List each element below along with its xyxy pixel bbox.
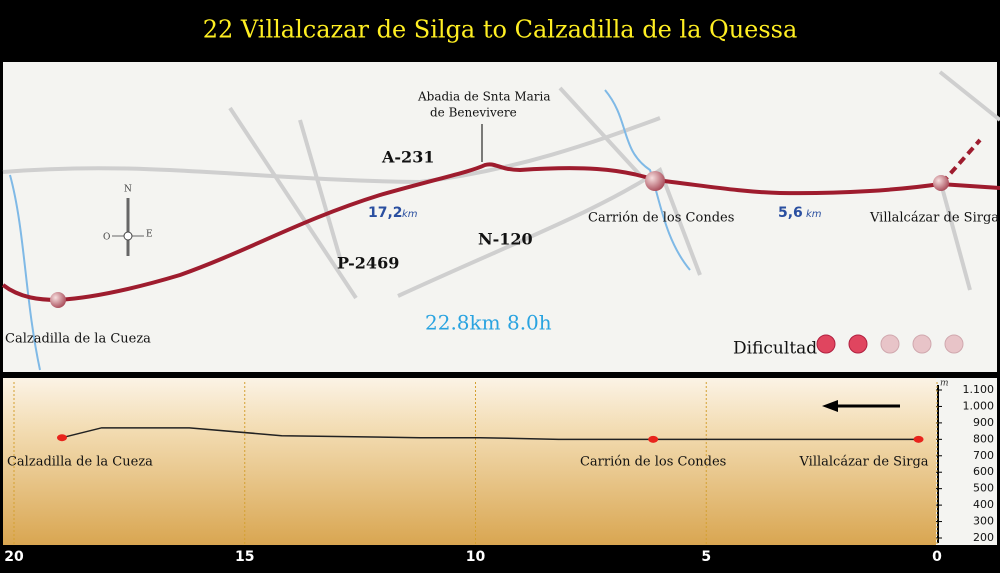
difficulty-icon [848, 334, 868, 354]
difficulty-label: Dificultad [733, 339, 817, 359]
y-tick-label: 400 [973, 498, 994, 511]
x-tick-label: 10 [466, 549, 486, 565]
distance-unit: km [806, 209, 822, 220]
place-label: Carrión de los Condes [580, 455, 726, 470]
route-continuation [940, 138, 982, 185]
x-tick-label: 15 [235, 549, 254, 565]
y-tick-label: 500 [973, 482, 994, 495]
landmark-label: de Benevivere [430, 106, 517, 120]
profile-area [3, 378, 936, 545]
town-label: Calzadilla de la Cueza [5, 332, 151, 347]
landmark-label: Abadia de Snta Maria [417, 90, 551, 104]
title-bar [0, 0, 1000, 60]
town-label: Carrión de los Condes [588, 211, 734, 226]
y-tick-label: 1.000 [963, 399, 995, 412]
y-tick-label: 600 [973, 465, 994, 478]
compass-label: E [146, 230, 153, 240]
roads [2, 70, 1000, 300]
direction-arrow [822, 400, 838, 412]
town-label: Villalcázar de Sirga [869, 211, 999, 226]
y-tick-label: 300 [973, 515, 994, 528]
town-marker [933, 175, 949, 191]
x-tick-label: 20 [4, 549, 24, 565]
map-area [3, 62, 997, 372]
place-marker [913, 435, 924, 443]
route [1, 162, 1000, 303]
y-tick-label: 1.100 [963, 383, 995, 396]
road-label: A-231 [381, 148, 434, 167]
y-tick-label: 700 [973, 449, 994, 462]
compass-label: N [124, 185, 132, 195]
compass-label: O [103, 233, 110, 243]
y-unit: m [940, 379, 949, 389]
elevation-line [61, 427, 919, 441]
distance-unit: km [402, 209, 418, 220]
road-label: N-120 [478, 230, 533, 249]
y-tick-label: 800 [973, 432, 994, 445]
place-marker [56, 434, 67, 442]
x-tick-label: 5 [701, 549, 711, 565]
distance: 17,2 [368, 205, 403, 221]
difficulty-icons [816, 334, 964, 354]
x-tick-label: 0 [932, 549, 942, 565]
road-label: P-2469 [337, 254, 399, 273]
distance: 5,6 [778, 205, 803, 221]
town-marker [645, 171, 665, 191]
profile-axis-area [936, 378, 997, 545]
place-marker [648, 435, 659, 443]
place-label: Villalcázar de Sirga [799, 455, 929, 470]
summary: 22.8km 8.0h [425, 311, 552, 335]
town-marker [50, 292, 66, 308]
difficulty-icon [944, 334, 964, 354]
place-label: Calzadilla de la Cueza [7, 455, 153, 470]
title: 22 Villalcazar de Silga to Calzadilla de… [203, 16, 798, 44]
compass: N O E [103, 185, 153, 256]
rivers [9, 89, 691, 371]
difficulty-icon [816, 334, 836, 354]
y-tick-label: 200 [973, 531, 994, 544]
y-tick-label: 900 [973, 416, 994, 429]
difficulty-icon [880, 334, 900, 354]
difficulty-icon [912, 334, 932, 354]
